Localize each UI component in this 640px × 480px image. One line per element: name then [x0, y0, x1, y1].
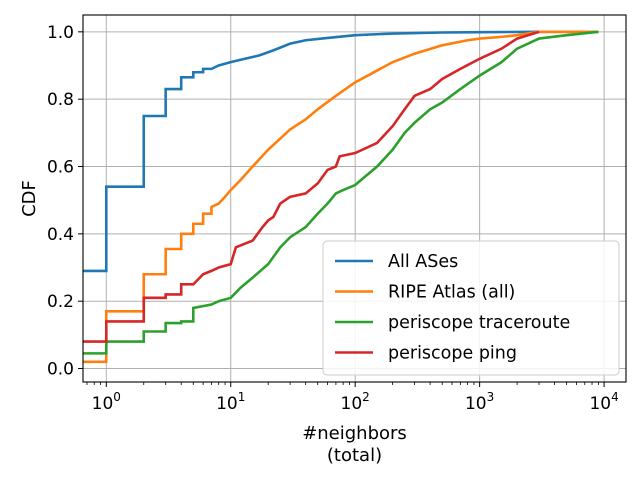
- x-axis-label: #neighbors: [302, 423, 407, 444]
- x-axis-label-sub: (total): [327, 445, 382, 466]
- x-tick-label: 101: [216, 390, 245, 414]
- y-axis-label: CDF: [19, 180, 40, 217]
- legend-label: periscope ping: [388, 344, 517, 364]
- x-tick-label: 104: [589, 390, 618, 414]
- legend-label: RIPE Atlas (all): [388, 283, 515, 303]
- series-line-1: [83, 30, 599, 364]
- y-tick-label: 0.2: [47, 292, 74, 312]
- y-tick-label: 0.0: [47, 360, 74, 380]
- x-tick-label: 100: [92, 390, 121, 414]
- legend-label: All ASes: [388, 252, 458, 272]
- series-line-3: [83, 30, 540, 343]
- y-tick-label: 0.6: [47, 158, 74, 178]
- plot-frame: [82, 14, 627, 383]
- legend-box: [322, 240, 620, 376]
- series-layer: [83, 30, 599, 364]
- x-axis: 100 101 102 103 104: [86, 382, 619, 414]
- y-tick-label: 1.0: [47, 23, 74, 43]
- legend: All ASes RIPE Atlas (all) periscope tracer…: [322, 240, 620, 376]
- x-tick-label: 102: [341, 390, 370, 414]
- y-axis: 0.0 0.2 0.4 0.6 0.8 1.0: [47, 23, 83, 380]
- x-tick-label: 103: [465, 390, 494, 414]
- series-line-0: [83, 30, 599, 273]
- y-tick-label: 0.8: [47, 90, 74, 110]
- series-line-2: [83, 30, 599, 355]
- legend-label: periscope traceroute: [388, 313, 570, 333]
- y-tick-label: 0.4: [47, 225, 74, 245]
